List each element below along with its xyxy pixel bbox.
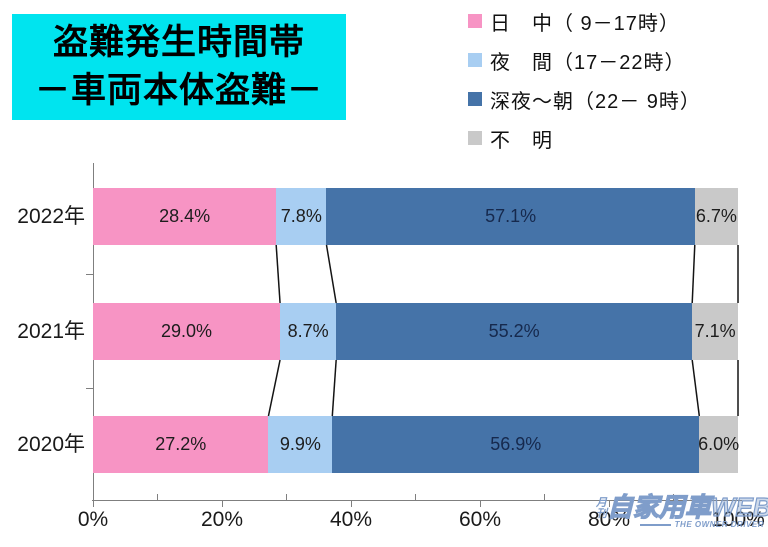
watermark-logo-text: 自家用車WEB (606, 491, 768, 522)
bar-segment: 56.9% (332, 416, 700, 473)
category-boundary-tick (86, 388, 93, 389)
bar-segment: 29.0% (93, 303, 281, 360)
legend-swatch-evening-icon (468, 53, 482, 67)
bar-segment: 6.0% (698, 416, 740, 473)
chart-title-box: 盗難発生時間帯 －車両本体盗難－ (12, 14, 346, 120)
watermark-row: 月刊 自家用車WEB (596, 491, 768, 522)
x-axis-tick (286, 494, 287, 500)
legend-swatch-unknown-icon (468, 131, 482, 145)
legend-item-daytime: 日 中（ 9－17時） (468, 8, 701, 35)
x-axis-label: 20% (200, 508, 244, 531)
chart-title-line1: 盗難発生時間帯 (52, 23, 305, 62)
legend-swatch-daytime-icon (468, 14, 482, 28)
connector-line (691, 244, 696, 304)
x-axis-tick (673, 494, 674, 500)
bar-segment: 55.2% (336, 303, 693, 360)
watermark-underline (640, 523, 671, 526)
segment-value-label: 28.4% (159, 206, 211, 226)
connector-line (275, 244, 281, 304)
segment-value-label: 7.1% (694, 321, 736, 341)
legend-swatch-night-icon (468, 92, 482, 106)
x-axis-tick (92, 500, 94, 507)
watermark-prefix: 月刊 (596, 497, 607, 520)
segment-value-label: 6.0% (698, 434, 740, 454)
connector-line (691, 359, 701, 417)
legend-label-night: 深夜～朝（22－ 9時） (490, 90, 701, 113)
x-axis-label: 0% (77, 508, 109, 531)
year-label: 2020年 (17, 433, 85, 456)
bar-segment: 9.9% (268, 416, 333, 473)
bar-segment: 6.7% (694, 188, 738, 245)
connector-line (325, 244, 337, 304)
legend-item-evening: 夜 間（17－22時） (468, 47, 701, 74)
segment-value-label: 9.9% (279, 434, 321, 454)
legend-label-unknown: 不 明 (490, 129, 553, 152)
bar-segment: 27.2% (93, 416, 269, 473)
segment-value-label: 56.9% (490, 434, 542, 454)
segment-value-label: 57.1% (485, 206, 537, 226)
bar-segment: 7.1% (692, 303, 738, 360)
bar-segment: 8.7% (280, 303, 337, 360)
bar-segment: 28.4% (93, 188, 277, 245)
segment-value-label: 8.7% (287, 321, 329, 341)
chart-title-line2: －車両本体盗難－ (34, 71, 323, 110)
year-label: 2022年 (17, 205, 85, 228)
x-axis-tick (221, 500, 223, 507)
watermark-tagline-row: THE OWNER DRIVER (596, 520, 764, 529)
x-axis-tick (415, 494, 416, 500)
year-label: 2021年 (17, 320, 85, 343)
segment-value-label: 7.8% (280, 206, 322, 226)
site-watermark: 月刊 自家用車WEB THE OWNER DRIVER (596, 491, 768, 529)
x-axis-label: 80% (587, 508, 631, 531)
segment-value-label: 55.2% (488, 321, 540, 341)
legend-label-evening: 夜 間（17－22時） (490, 51, 686, 74)
legend-label-daytime: 日 中（ 9－17時） (490, 12, 680, 35)
connector-line (331, 359, 337, 417)
legend-item-night: 深夜～朝（22－ 9時） (468, 86, 701, 113)
segment-value-label: 29.0% (161, 321, 213, 341)
x-axis-label: 40% (329, 508, 373, 531)
x-axis-tick (608, 500, 610, 507)
legend-item-unknown: 不 明 (468, 125, 701, 152)
x-axis-tick (157, 494, 158, 500)
bar-segment: 57.1% (326, 188, 695, 245)
x-axis-line (92, 500, 742, 501)
category-boundary-tick (86, 274, 93, 275)
x-axis-tick (737, 500, 739, 507)
connector-line (267, 359, 281, 417)
x-axis-tick (350, 500, 352, 507)
x-axis-tick (479, 500, 481, 507)
legend: 日 中（ 9－17時） 夜 間（17－22時） 深夜～朝（22－ 9時） 不 明 (468, 8, 701, 164)
bar-segment: 7.8% (276, 188, 327, 245)
watermark-tagline: THE OWNER DRIVER (674, 520, 764, 529)
segment-value-label: 6.7% (695, 206, 737, 226)
x-axis-label: 60% (458, 508, 502, 531)
x-axis-tick (544, 494, 545, 500)
segment-value-label: 27.2% (155, 434, 207, 454)
x-axis-label: 100% (711, 508, 765, 531)
